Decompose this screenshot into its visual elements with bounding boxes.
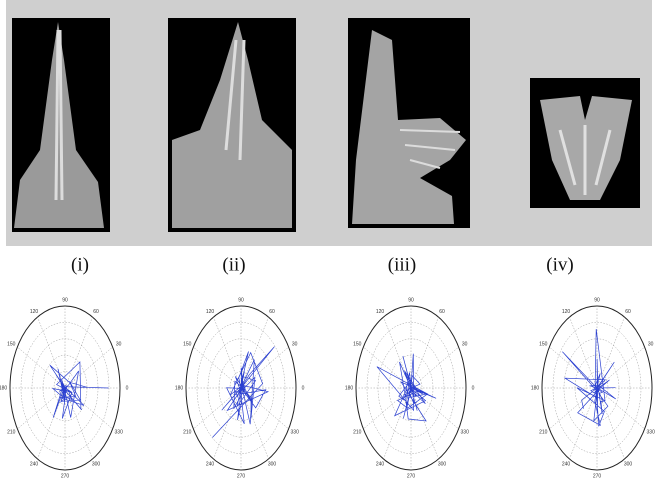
polar-angle-label: 30 [462, 341, 468, 347]
polar-angle-label: 240 [562, 462, 571, 468]
polar-angle-label: 60 [439, 309, 445, 315]
polar-angle-label: 270 [593, 473, 602, 479]
polar-angle-label: 90 [594, 297, 600, 303]
panel-label: (i) [71, 254, 89, 275]
polar-spoke [597, 317, 625, 388]
polar-spoke [17, 347, 65, 388]
polar-angle-label: 330 [291, 429, 300, 435]
polar-angle-label: 180 [0, 385, 7, 391]
polar-angle-label: 60 [93, 309, 99, 315]
polar-angle-label: 150 [7, 341, 16, 347]
polar-angle-label: 240 [206, 462, 215, 468]
panel-label: (ii) [222, 254, 245, 275]
polar-angle-label: 210 [353, 429, 362, 435]
polar-angle-label: 120 [30, 309, 39, 315]
hand-image [168, 18, 296, 232]
polar-spoke [363, 347, 411, 388]
polar-plot: 90 120 150 180 210 240 270 300 330 0 30 60 [345, 297, 475, 479]
polar-angle-label: 0 [302, 385, 305, 391]
polar-angle-label: 300 [438, 462, 447, 468]
polar-spoke [214, 317, 242, 388]
polar-spoke [597, 347, 645, 388]
polar-angle-label: 330 [647, 429, 655, 435]
polar-angle-label: 300 [624, 462, 633, 468]
polar-angle-label: 120 [206, 309, 215, 315]
polar-angle-label: 180 [175, 385, 184, 391]
polar-spoke [363, 388, 411, 429]
polar-spoke [65, 347, 113, 388]
polar-angle-label: 90 [62, 297, 68, 303]
panel-label: (iv) [546, 254, 573, 275]
polar-plot: 90 120 150 180 210 240 270 300 330 0 30 60 [175, 297, 305, 479]
polar-angle-label: 330 [115, 429, 124, 435]
polar-angle-label: 30 [116, 341, 122, 347]
hand-image [348, 18, 470, 228]
polar-angle-label: 240 [376, 462, 385, 468]
polar-spoke [411, 388, 439, 459]
polar-angle-label: 300 [92, 462, 101, 468]
polar-angle-label: 180 [345, 385, 354, 391]
polar-spoke [38, 388, 66, 459]
polar-trace [50, 362, 109, 419]
polar-spoke [65, 317, 93, 388]
polar-angle-label: 120 [562, 309, 571, 315]
polar-angle-label: 0 [472, 385, 475, 391]
polar-angle-label: 150 [539, 341, 548, 347]
polar-angle-label: 0 [126, 385, 129, 391]
polar-spoke [570, 317, 598, 388]
polar-angle-label: 150 [353, 341, 362, 347]
polar-angle-label: 30 [648, 341, 654, 347]
polar-angle-label: 60 [625, 309, 631, 315]
polar-spoke [549, 347, 597, 388]
hand-image [530, 78, 640, 208]
polar-spoke [241, 388, 289, 429]
polar-angle-label: 150 [183, 341, 192, 347]
polar-spoke [38, 317, 66, 388]
polar-angle-label: 210 [183, 429, 192, 435]
polar-spoke [241, 388, 269, 459]
polar-spoke [17, 388, 65, 429]
panel-label: (iii) [388, 254, 417, 275]
polar-angle-label: 180 [531, 385, 540, 391]
polar-spoke [193, 347, 241, 388]
polar-angle-label: 120 [376, 309, 385, 315]
polar-spoke [214, 388, 242, 459]
polar-angle-label: 30 [292, 341, 298, 347]
polar-angle-label: 210 [7, 429, 16, 435]
polar-angle-label: 60 [269, 309, 275, 315]
hand-image [12, 18, 110, 232]
polar-angle-label: 270 [237, 473, 246, 479]
polar-plot: 90 120 150 180 210 240 270 300 330 0 30 60 [0, 297, 129, 479]
polar-angle-label: 90 [408, 297, 414, 303]
polar-angle-label: 270 [61, 473, 70, 479]
polar-spoke [384, 388, 412, 459]
polar-angle-label: 330 [461, 429, 470, 435]
polar-angle-label: 270 [407, 473, 416, 479]
figure: (i)(ii)(iii)(iv) 90120150180210240270300… [0, 0, 655, 486]
polar-angle-label: 90 [238, 297, 244, 303]
polar-trace [377, 354, 436, 421]
polar-spoke [549, 388, 597, 429]
polar-spoke [411, 317, 439, 388]
polar-angle-label: 240 [30, 462, 39, 468]
polar-angle-label: 300 [268, 462, 277, 468]
polar-trace [213, 347, 275, 438]
polar-trace [562, 329, 615, 426]
polar-angle-label: 210 [539, 429, 548, 435]
